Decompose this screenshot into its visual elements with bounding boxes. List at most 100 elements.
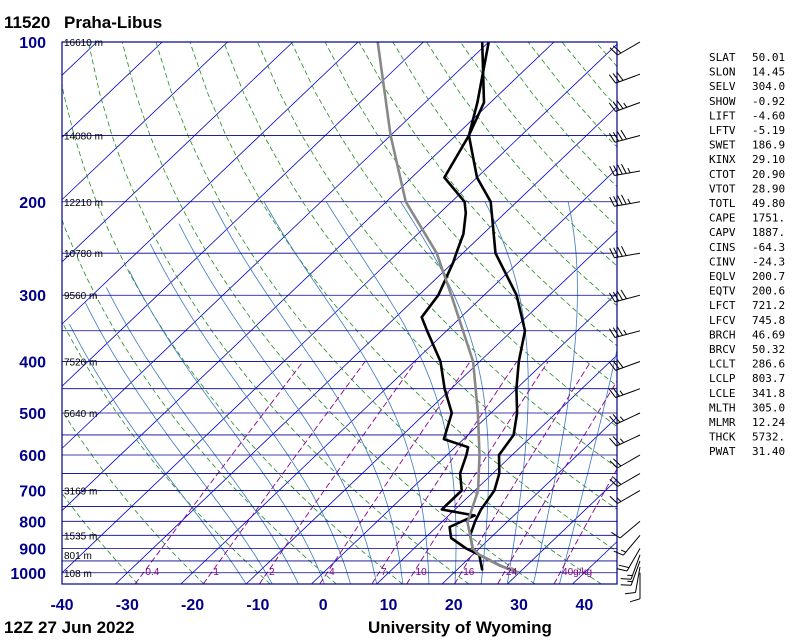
- dry-adiabat-line: [358, 42, 617, 347]
- wind-barb-flag: [609, 196, 615, 207]
- wind-barb-flag: [623, 102, 628, 108]
- isotherm-line: [62, 42, 163, 138]
- dry-adiabat-line: [223, 42, 617, 510]
- dry-adiabat-lines: [62, 42, 617, 584]
- wind-barb-flag: [617, 195, 623, 206]
- wind-barb-flag: [609, 47, 618, 56]
- isotherm-line: [441, 416, 617, 584]
- temperature-tick-label: -30: [116, 597, 139, 614]
- temperature-tick-label: 40: [575, 597, 593, 614]
- wind-barb-flag: [612, 73, 620, 82]
- pressure-tick-labels: 100 200 300 400 500 600 700 800 900 1000: [10, 35, 46, 583]
- index-value: -24.3: [752, 255, 785, 268]
- wind-barb: [608, 99, 641, 112]
- wind-barb-staff: [617, 490, 641, 504]
- mixing-ratio-label: 10: [416, 567, 428, 578]
- index-value: -4.60: [752, 109, 785, 122]
- stability-indices: SLAT 50.01 SLON 14.45 SELV 304.0 SHOW -0.92 LIFT…: [709, 51, 785, 458]
- pressure-tick-label: 800: [19, 514, 46, 531]
- parcel-path: [376, 42, 520, 575]
- wind-barb-flag: [620, 129, 627, 140]
- index-value: 305.0: [752, 401, 785, 414]
- wind-barb-flag: [609, 415, 617, 425]
- isotherm-line: [311, 292, 617, 584]
- wind-barb-flag: [609, 460, 618, 469]
- isotherm-line: [376, 354, 617, 584]
- wind-barb-flag: [621, 163, 627, 174]
- pressure-tick-label: 700: [19, 484, 46, 501]
- moist-adiabat-line: [69, 323, 247, 584]
- wind-barb-staff: [615, 388, 641, 399]
- wind-barb-flag: [608, 388, 617, 398]
- wind-barb-flag: [619, 438, 625, 443]
- wind-barb-staff: [617, 454, 641, 469]
- moist-adiabat-line: [105, 287, 299, 584]
- wind-barb-flag: [621, 194, 627, 205]
- wind-barb-flag: [616, 131, 624, 141]
- height-label: 108 m: [64, 569, 92, 580]
- isotherm-line: [62, 42, 555, 512]
- index-value: 20.90: [752, 168, 785, 181]
- mixing-ratio-line: [371, 361, 518, 584]
- height-label: 801 m: [64, 551, 92, 562]
- wind-barb: [608, 358, 641, 371]
- index-label: LCLP: [709, 372, 736, 385]
- wind-barb-flag: [608, 74, 617, 84]
- index-value: 46.69: [752, 328, 785, 341]
- isotherm-lines: [62, 42, 617, 584]
- height-label: 9560 m: [64, 291, 97, 302]
- wind-barb: [620, 554, 641, 580]
- wind-barb-staff: [614, 252, 641, 259]
- index-label: SELV: [709, 80, 736, 93]
- wind-barb-flag: [608, 292, 616, 303]
- wind-barb-staff: [630, 554, 641, 580]
- isotherm-line: [62, 42, 359, 325]
- mixing-ratio-line: [319, 361, 471, 584]
- moist-adiabat-line: [533, 201, 578, 584]
- mixing-ratio-label: 2: [269, 567, 275, 578]
- wind-barb-flag: [609, 165, 615, 176]
- wind-barb-staff: [616, 412, 641, 425]
- temperature-tick-label: 20: [445, 597, 463, 614]
- wind-barb-staff: [615, 102, 641, 112]
- index-value: 803.7: [752, 372, 785, 385]
- isotherm-line: [62, 42, 424, 387]
- wind-barb: [608, 326, 641, 338]
- wind-barb: [625, 566, 641, 595]
- mixing-ratio-line: [202, 361, 366, 584]
- dry-adiabat-line: [392, 42, 617, 307]
- index-label: LCLE: [709, 387, 736, 400]
- wind-barb: [609, 163, 641, 176]
- wind-barb-staff: [614, 201, 641, 207]
- index-label: THCK: [709, 431, 736, 444]
- temperature-tick-labels: -40 -30 -20 -10 0 10 20 30 40: [50, 597, 593, 614]
- index-label: EQLV: [709, 270, 736, 283]
- wind-barb-flag: [609, 248, 615, 258]
- wind-barb-flag: [608, 361, 617, 371]
- wind-barb: [616, 548, 641, 572]
- index-label: CTOT: [709, 168, 736, 181]
- station-id: 11520: [4, 13, 50, 32]
- wind-barb-flag: [617, 246, 623, 257]
- isotherm-line: [115, 105, 617, 584]
- wind-barb-flag: [616, 290, 624, 301]
- moist-adiabat-line: [325, 201, 457, 584]
- wind-barb: [608, 71, 641, 84]
- wind-barb-flag: [627, 198, 631, 204]
- credit-label: University of Wyoming: [368, 618, 552, 637]
- mixing-ratio-label: 7: [381, 567, 387, 578]
- index-label: MLTH: [709, 401, 736, 414]
- wind-barb-flag: [620, 578, 632, 580]
- index-value: -5.19: [752, 124, 785, 137]
- wind-barb: [629, 572, 641, 603]
- moist-adiabat-line: [149, 243, 351, 584]
- pressure-tick-label: 300: [19, 288, 46, 305]
- plot-border: [61, 41, 618, 585]
- wind-barb: [609, 454, 641, 469]
- wind-barb-flag: [616, 99, 624, 109]
- wind-barb: [609, 412, 641, 425]
- dry-adiabat-line: [62, 409, 205, 584]
- dry-adiabat-line: [155, 42, 602, 584]
- pressure-tick-label: 900: [19, 541, 46, 558]
- pressure-tick-label: 100: [19, 35, 46, 52]
